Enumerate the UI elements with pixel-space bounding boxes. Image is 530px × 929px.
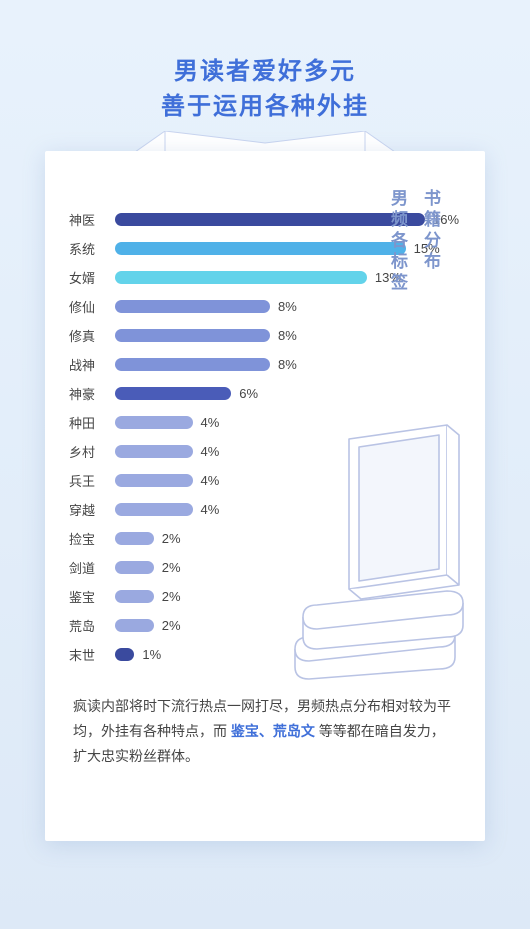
bar (115, 242, 406, 255)
bar-label: 鉴宝 (69, 587, 109, 606)
bar (115, 358, 270, 371)
title-line-1: 男读者爱好多元 (0, 55, 530, 90)
bar-value: 4% (201, 473, 220, 488)
bar-label: 战神 (69, 355, 109, 374)
bar-label: 女婿 (69, 268, 109, 287)
bar-row: 荒岛 2% (69, 617, 461, 635)
bar-value: 2% (162, 618, 181, 633)
bar-label: 修真 (69, 326, 109, 345)
bar-value: 4% (201, 444, 220, 459)
bar-label: 荒岛 (69, 616, 109, 635)
bar-row: 鉴宝 2% (69, 588, 461, 606)
bar (115, 271, 367, 284)
bar (115, 648, 134, 661)
bar-value: 8% (278, 299, 297, 314)
caption: 疯读内部将时下流行热点一网打尽，男频热点分布相对较为平均，外挂有各种特点，而 鉴… (69, 694, 461, 770)
bar (115, 619, 154, 632)
bar-label: 穿越 (69, 500, 109, 519)
bar-label: 兵王 (69, 471, 109, 490)
book-label-col-1: 男频各标签 (385, 189, 410, 549)
bar-value: 8% (278, 328, 297, 343)
bar (115, 590, 154, 603)
caption-highlight: 鉴宝、荒岛文 (231, 723, 315, 739)
bar-label: 神豪 (69, 384, 109, 403)
bar (115, 474, 193, 487)
bar-label: 剑道 (69, 558, 109, 577)
bar (115, 445, 193, 458)
bar-value: 6% (239, 386, 258, 401)
bar-label: 乡村 (69, 442, 109, 461)
bar-value: 8% (278, 357, 297, 372)
bar (115, 416, 193, 429)
bar-value: 2% (162, 589, 181, 604)
bar-row: 末世 1% (69, 646, 461, 664)
bar-value: 2% (162, 560, 181, 575)
bar-label: 种田 (69, 413, 109, 432)
chart-card: 神医16%系统15%女婿13%修仙8%修真8%战神8%神豪6%种田4%乡村4%兵… (45, 151, 485, 841)
card-wrapper: 神医16%系统15%女婿13%修仙8%修真8%战神8%神豪6%种田4%乡村4%兵… (45, 151, 485, 841)
bar-label: 修仙 (69, 297, 109, 316)
bar-value: 4% (201, 415, 220, 430)
bar (115, 329, 270, 342)
book-label: 男频各标签 书籍分布 (385, 189, 443, 549)
title-block: 男读者爱好多元 善于运用各种外挂 (0, 0, 530, 125)
title-line-2: 善于运用各种外挂 (0, 90, 530, 125)
book-label-col-2: 书籍分布 (418, 189, 443, 549)
bar (115, 300, 270, 313)
bar-value: 1% (142, 647, 161, 662)
bar (115, 532, 154, 545)
bar-label: 捡宝 (69, 529, 109, 548)
bar-row: 剑道 2% (69, 559, 461, 577)
bar-label: 末世 (69, 645, 109, 664)
bar (115, 387, 231, 400)
bar-value: 4% (201, 502, 220, 517)
bar-value: 2% (162, 531, 181, 546)
bar (115, 561, 154, 574)
bar (115, 503, 193, 516)
bar-label: 系统 (69, 239, 109, 258)
bar (115, 213, 425, 226)
bar-label: 神医 (69, 210, 109, 229)
